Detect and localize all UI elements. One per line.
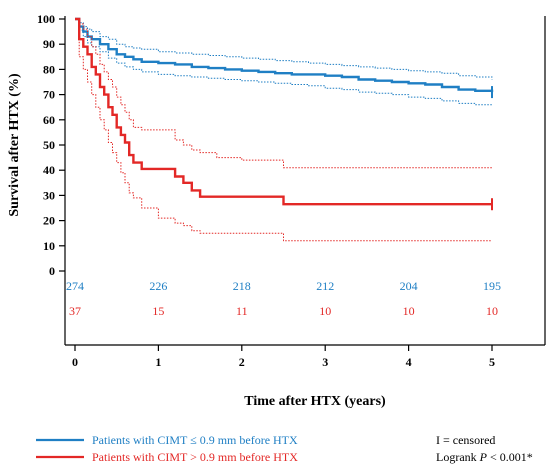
y-tick-label: 40 — [43, 163, 55, 177]
x-tick-label: 5 — [489, 355, 495, 369]
ci-upper-low — [75, 18, 493, 80]
y-tick-label: 30 — [43, 188, 55, 202]
y-axis-title: Survival after HTX (%) — [7, 73, 22, 217]
at-risk-high: 10 — [486, 304, 498, 318]
at-risk-high: 15 — [152, 304, 164, 318]
at-risk-high: 37 — [69, 304, 81, 318]
curve-group — [75, 17, 494, 242]
at-risk-low: 226 — [149, 279, 167, 293]
legend-label-low: Patients with CIMT ≤ 0.9 mm before HTX — [92, 433, 298, 447]
x-tick-label: 3 — [322, 355, 328, 369]
x-tick-label: 4 — [406, 355, 412, 369]
at-risk-low: 204 — [400, 279, 418, 293]
x-tick-label: 0 — [72, 355, 78, 369]
y-tick-label: 10 — [43, 239, 55, 253]
at-risk-high: 11 — [236, 304, 248, 318]
x-axis-title: Time after HTX (years) — [244, 394, 386, 409]
legend: Patients with CIMT ≤ 0.9 mm before HTX P… — [36, 433, 298, 464]
survival-curve-high — [75, 17, 492, 206]
x-tick-label: 2 — [239, 355, 245, 369]
survival-curve-low — [75, 17, 494, 93]
legend-label-high: Patients with CIMT > 0.9 mm before HTX — [92, 450, 298, 464]
ci-lower-high — [75, 18, 492, 242]
ci-upper-high — [75, 18, 492, 169]
at-risk-high: 10 — [319, 304, 331, 318]
at-risk-high: 10 — [403, 304, 415, 318]
ci-lower-low — [75, 18, 493, 106]
at-risk-low: 218 — [233, 279, 251, 293]
at-risk-low: 274 — [66, 279, 84, 293]
x-tick-group: 0 1 2 3 4 5 — [72, 345, 495, 369]
y-tick-label: 80 — [43, 62, 55, 76]
x-tick-label: 1 — [155, 355, 161, 369]
at-risk-low: 212 — [316, 279, 334, 293]
y-tick-label: 20 — [43, 214, 55, 228]
logrank-suffix: < 0.001* — [487, 450, 533, 464]
logrank-prefix: Logrank — [436, 450, 480, 464]
y-tick-group: 0 10 20 30 40 50 60 70 80 90 100 — [37, 12, 65, 278]
logrank-p: P — [479, 450, 488, 464]
y-tick-label: 70 — [43, 88, 55, 102]
y-tick-label: 100 — [37, 12, 55, 26]
logrank-note: Logrank P < 0.001* — [436, 450, 533, 464]
y-tick-label: 0 — [49, 264, 55, 278]
y-tick-label: 50 — [43, 138, 55, 152]
y-tick-label: 60 — [43, 113, 55, 127]
at-risk-low: 195 — [483, 279, 501, 293]
censored-note: I = censored — [436, 433, 495, 447]
at-risk-table: 274 37 226 15 218 11 212 10 204 10 195 10 — [66, 279, 501, 318]
y-tick-label: 90 — [43, 37, 55, 51]
